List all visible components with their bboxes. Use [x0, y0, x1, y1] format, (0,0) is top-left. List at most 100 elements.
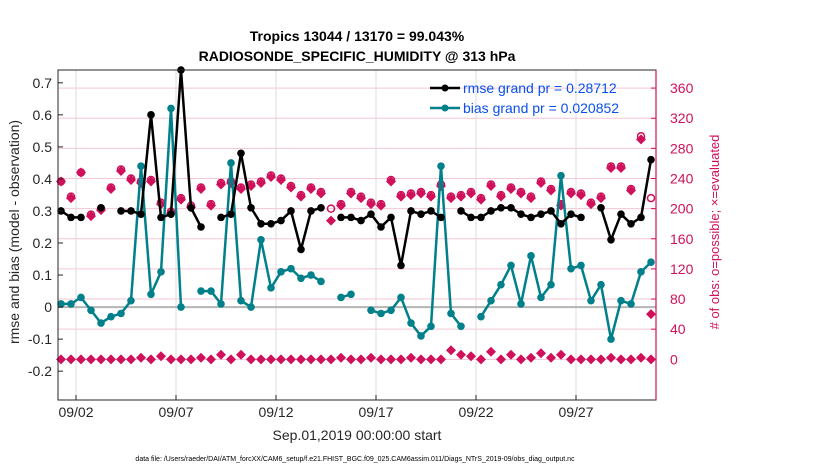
rmse-point [647, 155, 655, 164]
bias-point [117, 309, 125, 318]
obs-count-marker [296, 354, 306, 365]
rmse-point [187, 203, 195, 212]
right-tick-label: 320 [670, 110, 694, 126]
bias-point [207, 287, 215, 295]
bias-point [447, 309, 455, 318]
obs-count-marker [466, 351, 476, 362]
bias-point [307, 271, 315, 279]
obs-evaluated-marker [646, 309, 656, 320]
bias-point [617, 296, 625, 305]
bias-point [57, 300, 65, 308]
rmse-point [247, 203, 255, 212]
obs-evaluated-marker [236, 184, 246, 195]
obs-count-marker [496, 354, 506, 365]
bias-point [517, 300, 525, 308]
legend-rmse-marker [441, 84, 449, 92]
bias-point [147, 290, 155, 299]
rmse-point [167, 210, 175, 218]
obs-count-marker [626, 354, 636, 365]
obs-evaluated-marker [566, 188, 576, 199]
rmse-point [307, 207, 315, 215]
bias-point [177, 303, 185, 311]
rmse-point [457, 207, 465, 215]
right-axis-ticks: 0 40 80 120 160 200 240 280 320 360 [651, 80, 694, 367]
obs-count-marker [306, 354, 316, 365]
rmse-point [557, 219, 565, 228]
obs-evaluated-marker [466, 188, 476, 199]
obs-count-marker [156, 351, 166, 362]
obs-count-marker [416, 354, 426, 365]
rmse-point [147, 111, 155, 119]
obs-evaluated-marker [446, 193, 456, 204]
rmse-point [157, 213, 165, 222]
bias-point [407, 319, 415, 327]
right-tick-label: 0 [670, 351, 678, 367]
obs-count-marker [566, 354, 576, 365]
rmse-point [297, 245, 305, 254]
rmse-point [347, 213, 355, 222]
obs-evaluated-marker [406, 190, 416, 201]
obs-count-marker [176, 354, 186, 365]
obs-count-marker [426, 354, 436, 365]
bias-point [67, 300, 75, 308]
bias-point [107, 312, 115, 321]
x-tick-label: 09/02 [58, 404, 93, 420]
obs-evaluated-marker [126, 175, 136, 185]
obs-count-marker [436, 354, 446, 365]
obs-count-marker [356, 354, 366, 365]
obs-evaluated-marker [626, 185, 636, 196]
chart-title-line-2: RADIOSONDE_SPECIFIC_HUMIDITY @ 313 hPa [199, 48, 516, 64]
right-tick-label: 160 [670, 231, 694, 247]
obs-count-marker [606, 352, 616, 363]
bias-point [167, 104, 175, 113]
bias-point [297, 274, 305, 283]
obs-evaluated-marker [386, 176, 396, 187]
obs-count-marker [226, 354, 236, 365]
obs-count-marker [406, 352, 416, 363]
rmse-point [377, 223, 385, 231]
bias-point [507, 261, 515, 270]
rmse-point [387, 213, 395, 222]
obs-count-marker [456, 349, 466, 360]
obs-count-marker [536, 348, 546, 359]
obs-count-marker [556, 349, 566, 360]
rmse-point [397, 261, 405, 270]
rmse-point [617, 210, 625, 218]
obs-evaluated-marker [516, 188, 526, 199]
y-axis-label-left: rmse and bias (model - observation) [6, 120, 22, 344]
rmse-point [257, 219, 265, 228]
obs-evaluated-marker [376, 200, 386, 211]
rmse-point [237, 149, 245, 158]
legend-bias-label: bias grand pr = 0.020852 [463, 100, 619, 116]
rmse-point [367, 210, 375, 218]
obs-count-marker [96, 354, 106, 365]
obs-evaluated-marker [506, 184, 516, 195]
obs-evaluated-marker [476, 194, 486, 205]
x-axis-ticks: 09/02 09/07 09/12 09/17 09/22 09/27 [58, 395, 594, 420]
bias-point [497, 280, 505, 289]
bias-point [377, 309, 385, 318]
bias-point [277, 268, 285, 276]
obs-evaluated-marker [356, 193, 366, 204]
obs-evaluated-marker [216, 179, 226, 190]
obs-count-marker [66, 354, 76, 365]
obs-evaluated-marker [496, 191, 506, 202]
obs-count-marker [546, 352, 556, 363]
rmse-point [217, 213, 225, 222]
bias-point [137, 162, 145, 170]
rmse-point [477, 213, 485, 222]
legend-bias-marker [441, 104, 449, 112]
rmse-point [567, 210, 575, 218]
obs-evaluated-marker [546, 185, 556, 196]
rmse-point [277, 216, 285, 225]
obs-count-marker [206, 354, 216, 365]
rmse-point [517, 210, 525, 218]
bias-point [527, 252, 535, 260]
obs-count-marker [266, 354, 276, 365]
bias-point [97, 319, 105, 327]
rmse-point [427, 207, 435, 215]
rmse-point [627, 219, 635, 228]
rmse-line-segment [599, 159, 653, 242]
left-tick-label: 0 [44, 299, 52, 315]
